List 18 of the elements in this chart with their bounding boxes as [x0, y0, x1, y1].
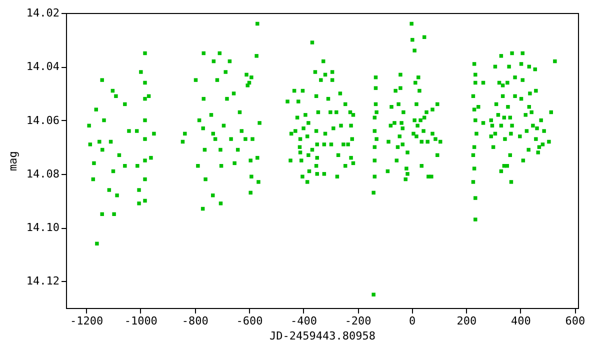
- x-tick-label: -800: [182, 314, 208, 328]
- x-tick-label: -400: [290, 314, 318, 328]
- x-tick-label: -1000: [124, 314, 158, 328]
- y-axis-title: mag: [6, 151, 20, 171]
- x-axis-title: JD-2459443.80958: [270, 330, 376, 342]
- x-tick-label: 0: [409, 314, 416, 328]
- x-tick-label: 200: [456, 314, 477, 328]
- x-tick-label: 400: [511, 314, 531, 328]
- y-tick-label: 14.10: [26, 221, 60, 234]
- y-tick-label: 14.04: [26, 60, 60, 74]
- y-tick-label: 14.02: [26, 6, 60, 20]
- x-tick-label: -1200: [70, 314, 104, 328]
- y-tick-label: 14.06: [26, 114, 60, 127]
- x-tick-label: -600: [236, 314, 263, 328]
- x-tick-label: 600: [565, 314, 586, 328]
- x-tick-label: -200: [344, 314, 372, 328]
- y-tick-label: 14.08: [26, 167, 60, 180]
- y-tick-label: 14.12: [26, 274, 60, 288]
